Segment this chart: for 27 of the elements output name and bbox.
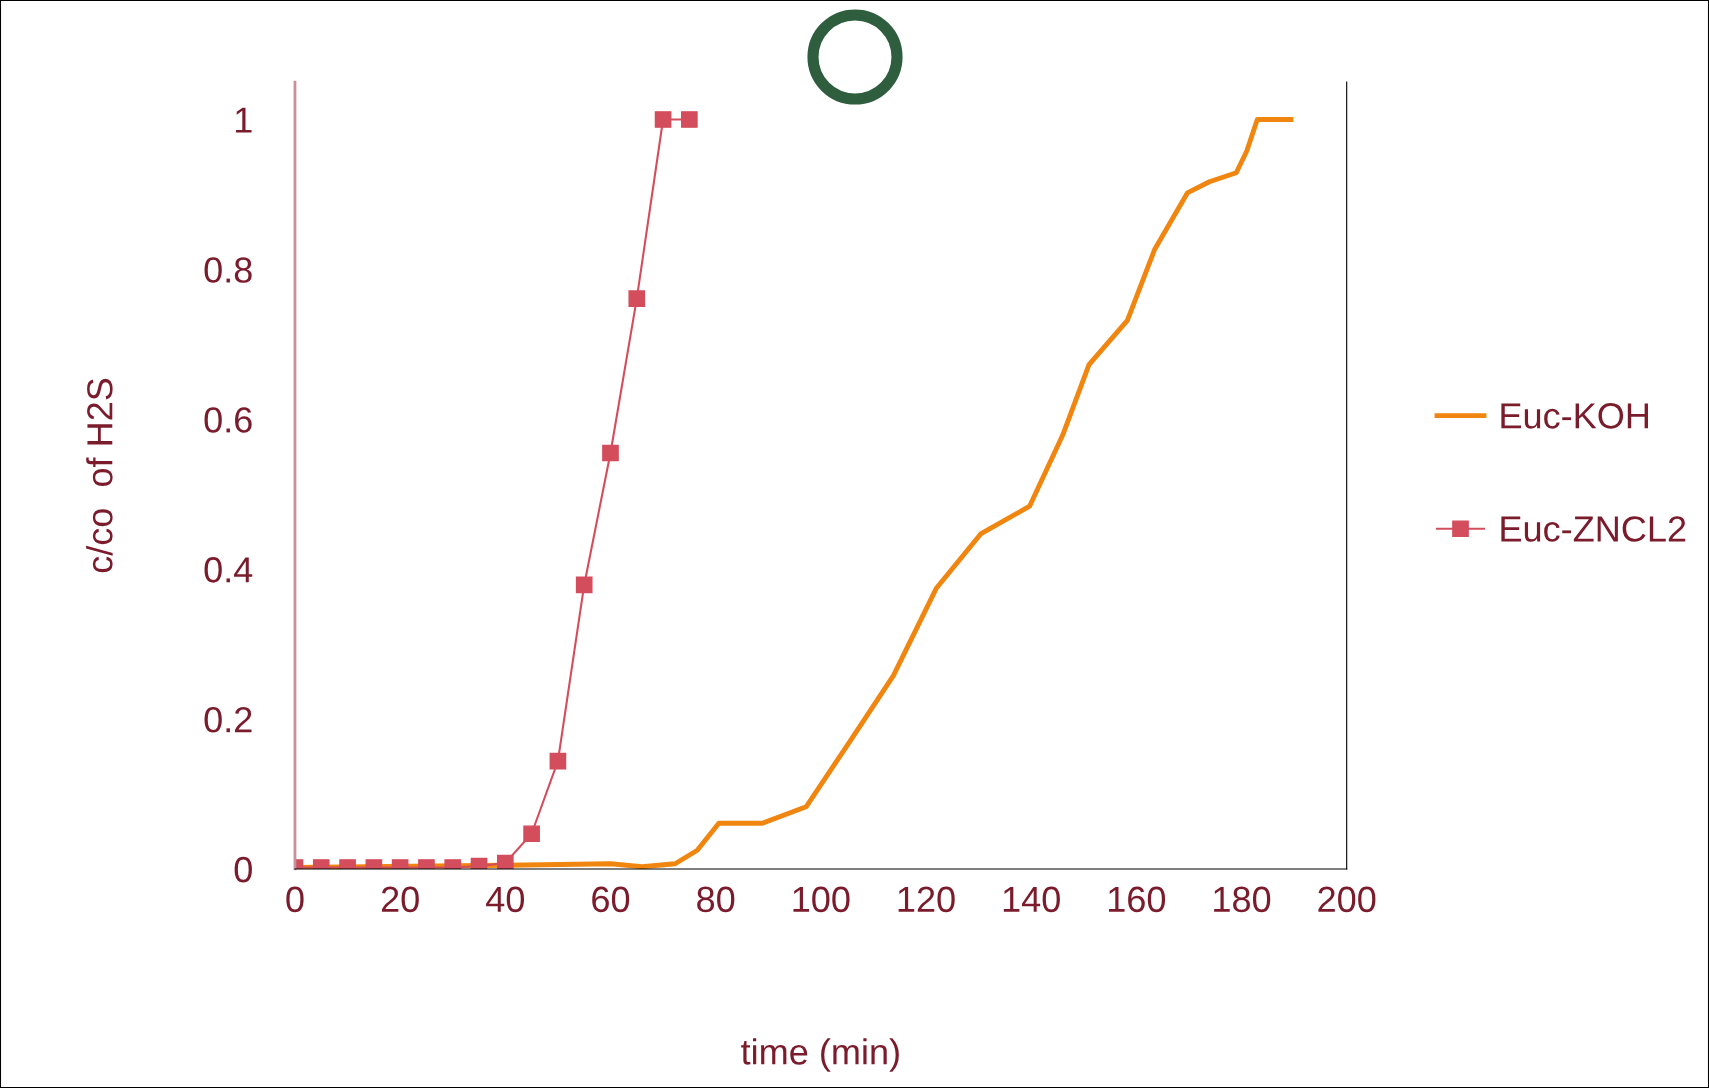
y-tick-label: 0 [234, 856, 252, 883]
x-tick-label: 20 [381, 886, 419, 913]
x-tick-label: 100 [793, 886, 850, 913]
point [575, 576, 593, 594]
x-tick-label: 80 [697, 886, 735, 913]
y-tick-label: 0.2 [204, 706, 252, 733]
y-tick-label: 0.6 [204, 407, 252, 433]
point [602, 444, 619, 462]
x-tick-label: 180 [1214, 886, 1271, 913]
x-axis-title: time (min) [741, 1038, 899, 1072]
point [496, 854, 514, 869]
point [654, 111, 672, 128]
x-tick-label: 60 [592, 886, 630, 913]
x-tick-label: 0 [286, 886, 304, 913]
point [628, 290, 646, 307]
x-tick-label: 120 [898, 886, 955, 913]
x-tick-label: 40 [486, 886, 524, 913]
y-axis-title: c/co of H2S [86, 378, 113, 573]
legend-label: Euc-ZNCL2 [1501, 516, 1686, 542]
point [681, 111, 698, 128]
legend-label: Euc-KOH [1501, 403, 1648, 429]
x-tick-label: 200 [1318, 886, 1376, 913]
x-tick-label: 160 [1108, 886, 1166, 913]
y-tick-label: 0.8 [204, 257, 252, 283]
y-tick-label: 0.4 [204, 557, 253, 583]
y-tick-label: 1 [235, 107, 252, 133]
x-tick-label: 140 [1003, 886, 1060, 913]
